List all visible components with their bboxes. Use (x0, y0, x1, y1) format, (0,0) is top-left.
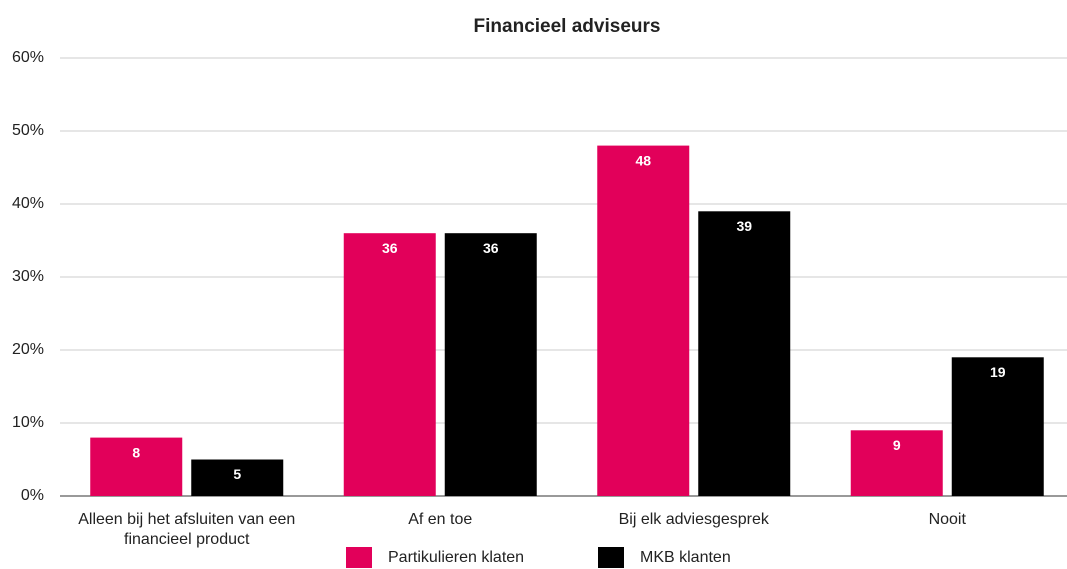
bar (597, 145, 690, 496)
legend-swatch (598, 547, 624, 568)
bar (850, 430, 943, 496)
data-label: 19 (990, 364, 1006, 380)
legend-swatch (346, 547, 372, 568)
data-label: 8 (132, 444, 140, 460)
data-label: 36 (382, 240, 398, 256)
y-tick-label: 10% (12, 414, 44, 431)
legend-label: MKB klanten (640, 549, 731, 566)
y-tick-label: 40% (12, 195, 44, 212)
x-tick-label: Alleen bij het afsluiten van een financi… (78, 511, 296, 548)
data-label: 48 (635, 152, 651, 168)
data-label: 39 (736, 218, 752, 234)
bar (951, 357, 1044, 496)
y-tick-label: 60% (12, 49, 44, 66)
legend-label: Partikulieren klaten (388, 549, 524, 566)
data-label: 9 (893, 437, 901, 453)
x-tick-label: Bij elk adviesgesprek (618, 511, 769, 528)
chart-title: Financieel adviseurs (474, 16, 661, 37)
bar (343, 233, 436, 496)
x-tick-label: Af en toe (408, 511, 473, 528)
y-tick-label: 50% (12, 122, 44, 139)
bar (90, 437, 183, 496)
data-label: 5 (233, 466, 241, 482)
y-tick-label: 30% (12, 268, 44, 285)
bar (191, 459, 284, 496)
bar (698, 211, 791, 497)
y-tick-label: 0% (21, 487, 44, 504)
data-label: 36 (483, 240, 499, 256)
bar (444, 233, 537, 496)
x-tick-label: Nooit (928, 511, 966, 528)
y-tick-label: 20% (12, 341, 44, 358)
